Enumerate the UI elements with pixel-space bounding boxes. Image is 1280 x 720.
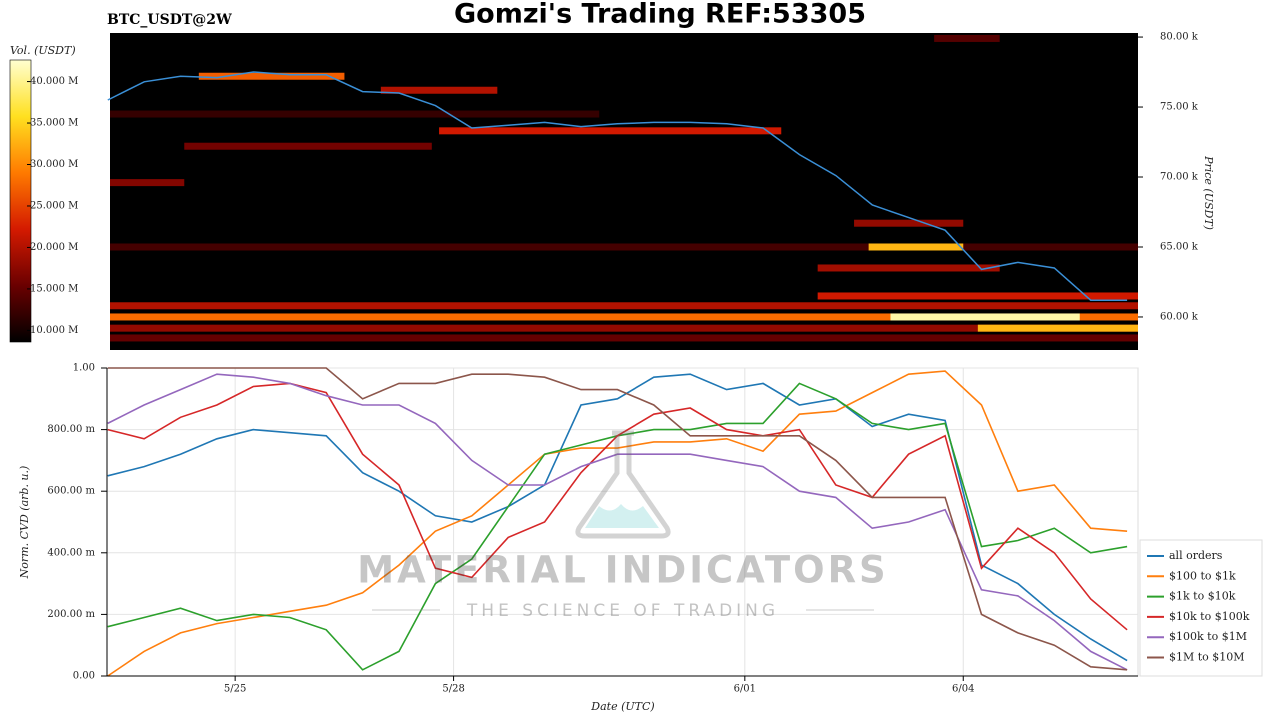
colorbar-tick-label: 30.000 M (30, 159, 78, 170)
cvd-axis-label: Norm. CVD (arb. u.) (18, 466, 31, 580)
price-axis-label: Price (USDT) (1202, 155, 1215, 230)
price-line (107, 71, 1128, 301)
price-tick-label: 80.00 k (1160, 32, 1199, 43)
y-tick-label: 200.00 m (47, 609, 95, 620)
heat-band (110, 179, 185, 187)
colorbar-tick-label: 20.000 M (30, 242, 78, 253)
cvd-layer (107, 367, 1138, 677)
x-axis-label: Date (UTC) (590, 700, 654, 713)
heat-band (890, 313, 1080, 321)
legend-label: $10k to $100k (1169, 610, 1250, 623)
legend-label: $1k to $10k (1169, 590, 1236, 603)
heat-band (110, 110, 600, 118)
x-tick-label: 5/28 (442, 684, 464, 695)
page-title: Gomzi's Trading REF:53305 (454, 0, 866, 30)
cvd-line (107, 373, 1128, 662)
cvd-line (107, 370, 1128, 677)
legend-label: $100k to $1M (1169, 630, 1247, 643)
x-tick-label: 6/01 (734, 684, 756, 695)
colorbar-label: Vol. (USDT) (10, 44, 76, 57)
y-tick-label: 1.00 (73, 363, 95, 374)
price-tick-label: 60.00 k (1160, 311, 1199, 322)
legend-label: $100 to $1k (1169, 569, 1236, 582)
price-tick-label: 70.00 k (1160, 172, 1199, 183)
price-tick-label: 75.00 k (1160, 102, 1199, 113)
heat-band (817, 292, 1138, 300)
colorbar (9, 59, 32, 343)
colorbar-tick-label: 10.000 M (30, 325, 78, 336)
heat-band (439, 127, 782, 135)
legend: all orders $100 to $1k $1k to $10k $10k to … (1139, 539, 1263, 677)
heat-band (184, 142, 432, 150)
colorbar-tick-label: 40.000 M (30, 76, 78, 87)
heat-band (110, 334, 1138, 342)
legend-label: all orders (1169, 549, 1223, 562)
heat-band (868, 243, 964, 251)
y-tick-label: 0.00 (73, 671, 95, 682)
y-tick-label: 400.00 m (47, 547, 95, 558)
colorbar-tick-label: 15.000 M (30, 283, 78, 294)
x-tick-label: 6/04 (952, 684, 974, 695)
heat-band (977, 324, 1138, 332)
heat-band (110, 302, 1138, 310)
watermark: MATERIAL INDICATORS (357, 549, 888, 592)
cvd-line (107, 367, 1128, 671)
cvd-line (107, 382, 1128, 631)
watermark-flask (575, 430, 671, 539)
symbol-label: BTC_USDT@2W (107, 12, 232, 28)
price-tick-label: 65.00 k (1160, 241, 1199, 252)
colorbar-tick-label: 25.000 M (30, 200, 78, 211)
heatmap-layer (107, 34, 1138, 342)
heat-band (110, 324, 1138, 332)
heat-band (110, 243, 1138, 251)
colorbar-tick-label: 35.000 M (30, 118, 78, 129)
y-tick-label: 800.00 m (47, 424, 95, 435)
heat-band (854, 219, 964, 227)
y-tick-label: 600.00 m (47, 486, 95, 497)
heat-band (380, 86, 498, 94)
cvd-plot-bg (106, 367, 1139, 677)
heat-band (934, 34, 1000, 42)
watermark-subtitle: THE SCIENCE OF TRADING (466, 601, 779, 621)
x-tick-label: 5/25 (224, 684, 246, 695)
heat-band (817, 264, 1000, 272)
heat-band (110, 313, 1138, 321)
legend-label: $1M to $10M (1169, 651, 1245, 664)
heat-band (198, 72, 345, 80)
legend-box (1139, 539, 1263, 677)
